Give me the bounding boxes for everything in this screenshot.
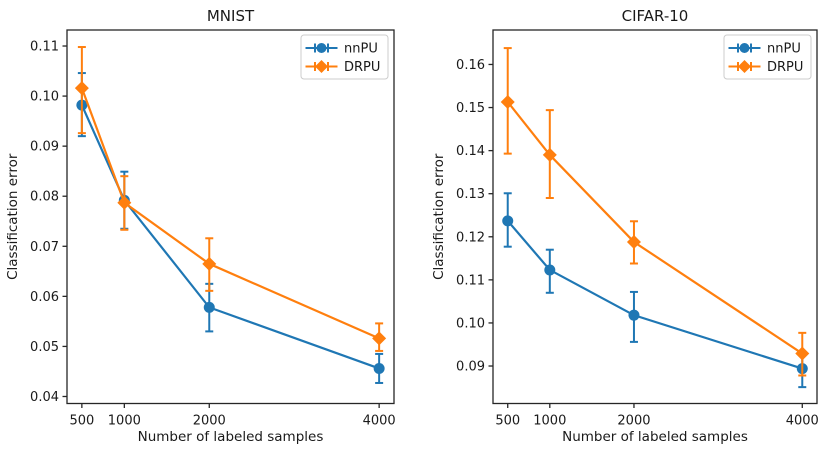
x-tick-label: 1000	[108, 414, 141, 429]
y-tick-label: 0.10	[456, 316, 485, 331]
y-tick-label: 0.04	[30, 390, 59, 405]
legend-marker-nnPU	[739, 43, 750, 53]
y-tick-label: 0.07	[30, 240, 59, 255]
marker-nnPU	[502, 215, 514, 227]
marker-nnPU	[373, 362, 385, 374]
legend-label-DRPU: DRPU	[344, 60, 380, 75]
y-tick-label: 0.14	[456, 144, 485, 159]
x-tick-label: 2000	[617, 414, 650, 429]
legend-label-nnPU: nnPU	[767, 42, 801, 57]
y-tick-label: 0.11	[456, 273, 485, 288]
marker-nnPU	[544, 264, 556, 276]
x-tick-label: 2000	[193, 414, 226, 429]
legend-label-nnPU: nnPU	[344, 42, 378, 57]
legend-marker-nnPU	[316, 43, 327, 53]
series-line-nnPU	[80, 104, 380, 370]
marker-nnPU	[628, 309, 640, 321]
y-tick-label: 0.06	[30, 290, 59, 305]
y-axis-label: Classification error	[431, 153, 447, 280]
series-line-DRPU	[506, 101, 803, 355]
x-axis-label: Number of labeled samples	[138, 429, 324, 445]
marker-DRPU	[202, 256, 217, 271]
legend-label-DRPU: DRPU	[767, 60, 803, 75]
x-tick-label: 500	[69, 414, 94, 429]
y-tick-label: 0.05	[30, 340, 59, 355]
y-tick-label: 0.13	[456, 187, 485, 202]
y-tick-label: 0.08	[30, 190, 59, 205]
plot-frame	[66, 29, 395, 405]
series-line-nnPU	[506, 220, 803, 370]
y-tick-label: 0.16	[456, 58, 485, 73]
plot-title: CIFAR-10	[622, 7, 689, 25]
series-line-DRPU	[80, 87, 380, 340]
plot-title: MNIST	[207, 7, 255, 25]
legend-marker-DRPU	[315, 60, 328, 73]
y-tick-label: 0.12	[456, 230, 485, 245]
y-tick-label: 0.09	[30, 140, 59, 155]
marker-DRPU	[74, 81, 89, 96]
x-tick-label: 500	[495, 414, 520, 429]
legend-marker-DRPU	[738, 60, 751, 73]
y-tick-label: 0.10	[30, 90, 59, 105]
y-axis-label: Classification error	[5, 153, 21, 280]
x-axis-label: Number of labeled samples	[562, 429, 748, 445]
plot-frame	[492, 29, 818, 405]
marker-DRPU	[117, 195, 132, 210]
marker-DRPU	[795, 346, 810, 361]
marker-DRPU	[500, 94, 515, 109]
marker-nnPU	[203, 301, 215, 313]
y-tick-label: 0.11	[30, 40, 59, 55]
marker-DRPU	[626, 234, 641, 249]
y-tick-label: 0.09	[456, 360, 485, 375]
y-tick-label: 0.15	[456, 101, 485, 116]
x-tick-label: 1000	[533, 414, 566, 429]
x-tick-label: 4000	[363, 414, 396, 429]
marker-DRPU	[542, 147, 557, 162]
marker-DRPU	[372, 331, 387, 346]
x-tick-label: 4000	[786, 414, 819, 429]
